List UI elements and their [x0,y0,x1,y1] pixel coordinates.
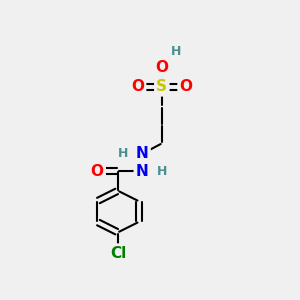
Text: H: H [118,147,128,160]
Text: O: O [155,60,168,75]
Text: Cl: Cl [110,246,126,261]
Text: O: O [91,164,104,178]
Text: S: S [156,79,167,94]
Text: N: N [136,146,148,161]
Text: O: O [180,79,193,94]
Text: N: N [136,164,148,178]
Text: H: H [157,165,167,178]
Text: H: H [170,44,181,58]
Text: O: O [131,79,144,94]
